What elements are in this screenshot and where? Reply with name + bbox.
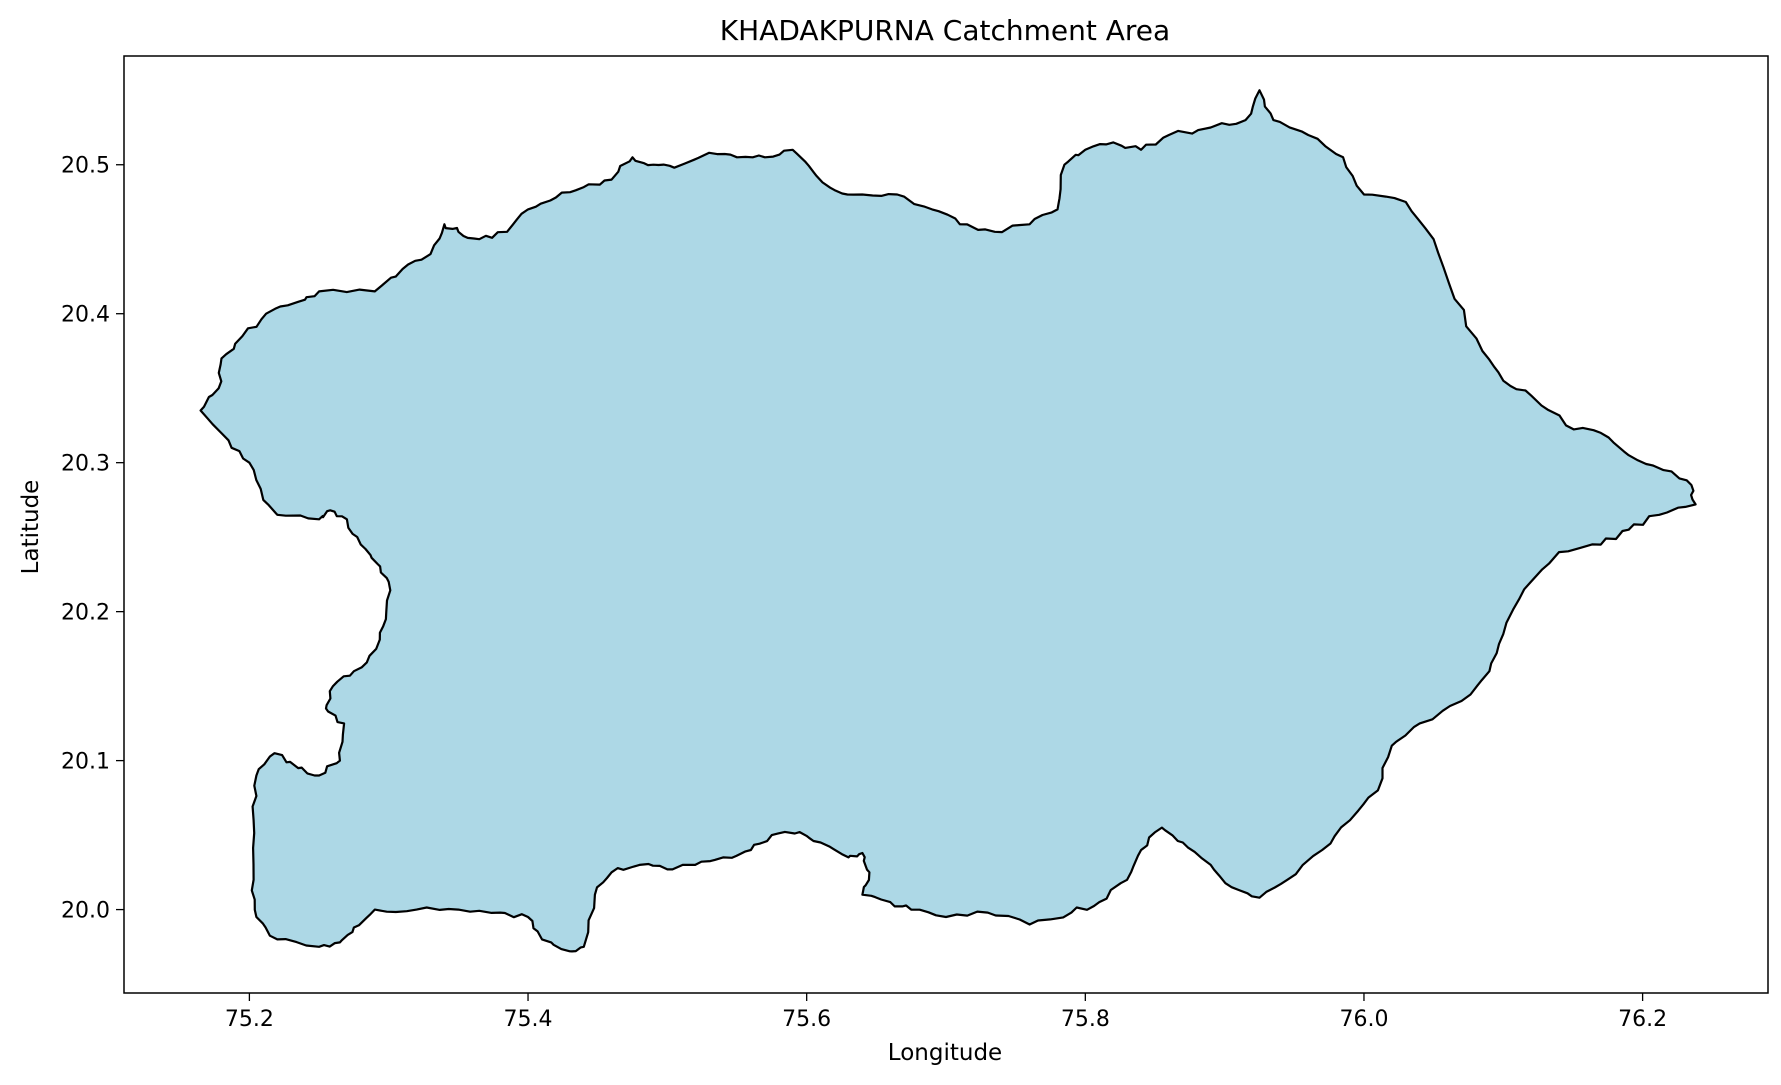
x-tick-label: 76.0: [1339, 1007, 1388, 1032]
y-tick-label: 20.0: [61, 899, 110, 924]
x-tick-label: 75.4: [504, 1007, 553, 1032]
catchment-polygon: [199, 89, 1697, 953]
y-tick-label: 20.3: [61, 452, 110, 477]
chart-title: KHADAKPURNA Catchment Area: [720, 14, 1170, 47]
y-axis: 20.0 20.1 20.2 20.3 20.4 20.5: [61, 154, 124, 924]
x-tick-label: 76.2: [1618, 1007, 1667, 1032]
x-tick-label: 75.2: [225, 1007, 274, 1032]
x-tick-label: 75.8: [1061, 1007, 1110, 1032]
x-axis: 75.2 75.4 75.6 75.8 76.0 76.2: [225, 993, 1667, 1032]
y-tick-label: 20.4: [61, 303, 110, 328]
y-axis-label: Latitude: [18, 480, 44, 575]
y-tick-label: 20.5: [61, 154, 110, 179]
y-tick-label: 20.2: [61, 601, 110, 626]
y-tick-label: 20.1: [61, 750, 110, 775]
x-tick-label: 75.6: [782, 1007, 831, 1032]
plot-area: [123, 55, 1769, 994]
plot-frame: [123, 55, 1769, 994]
x-axis-label: Longitude: [888, 1040, 1002, 1066]
